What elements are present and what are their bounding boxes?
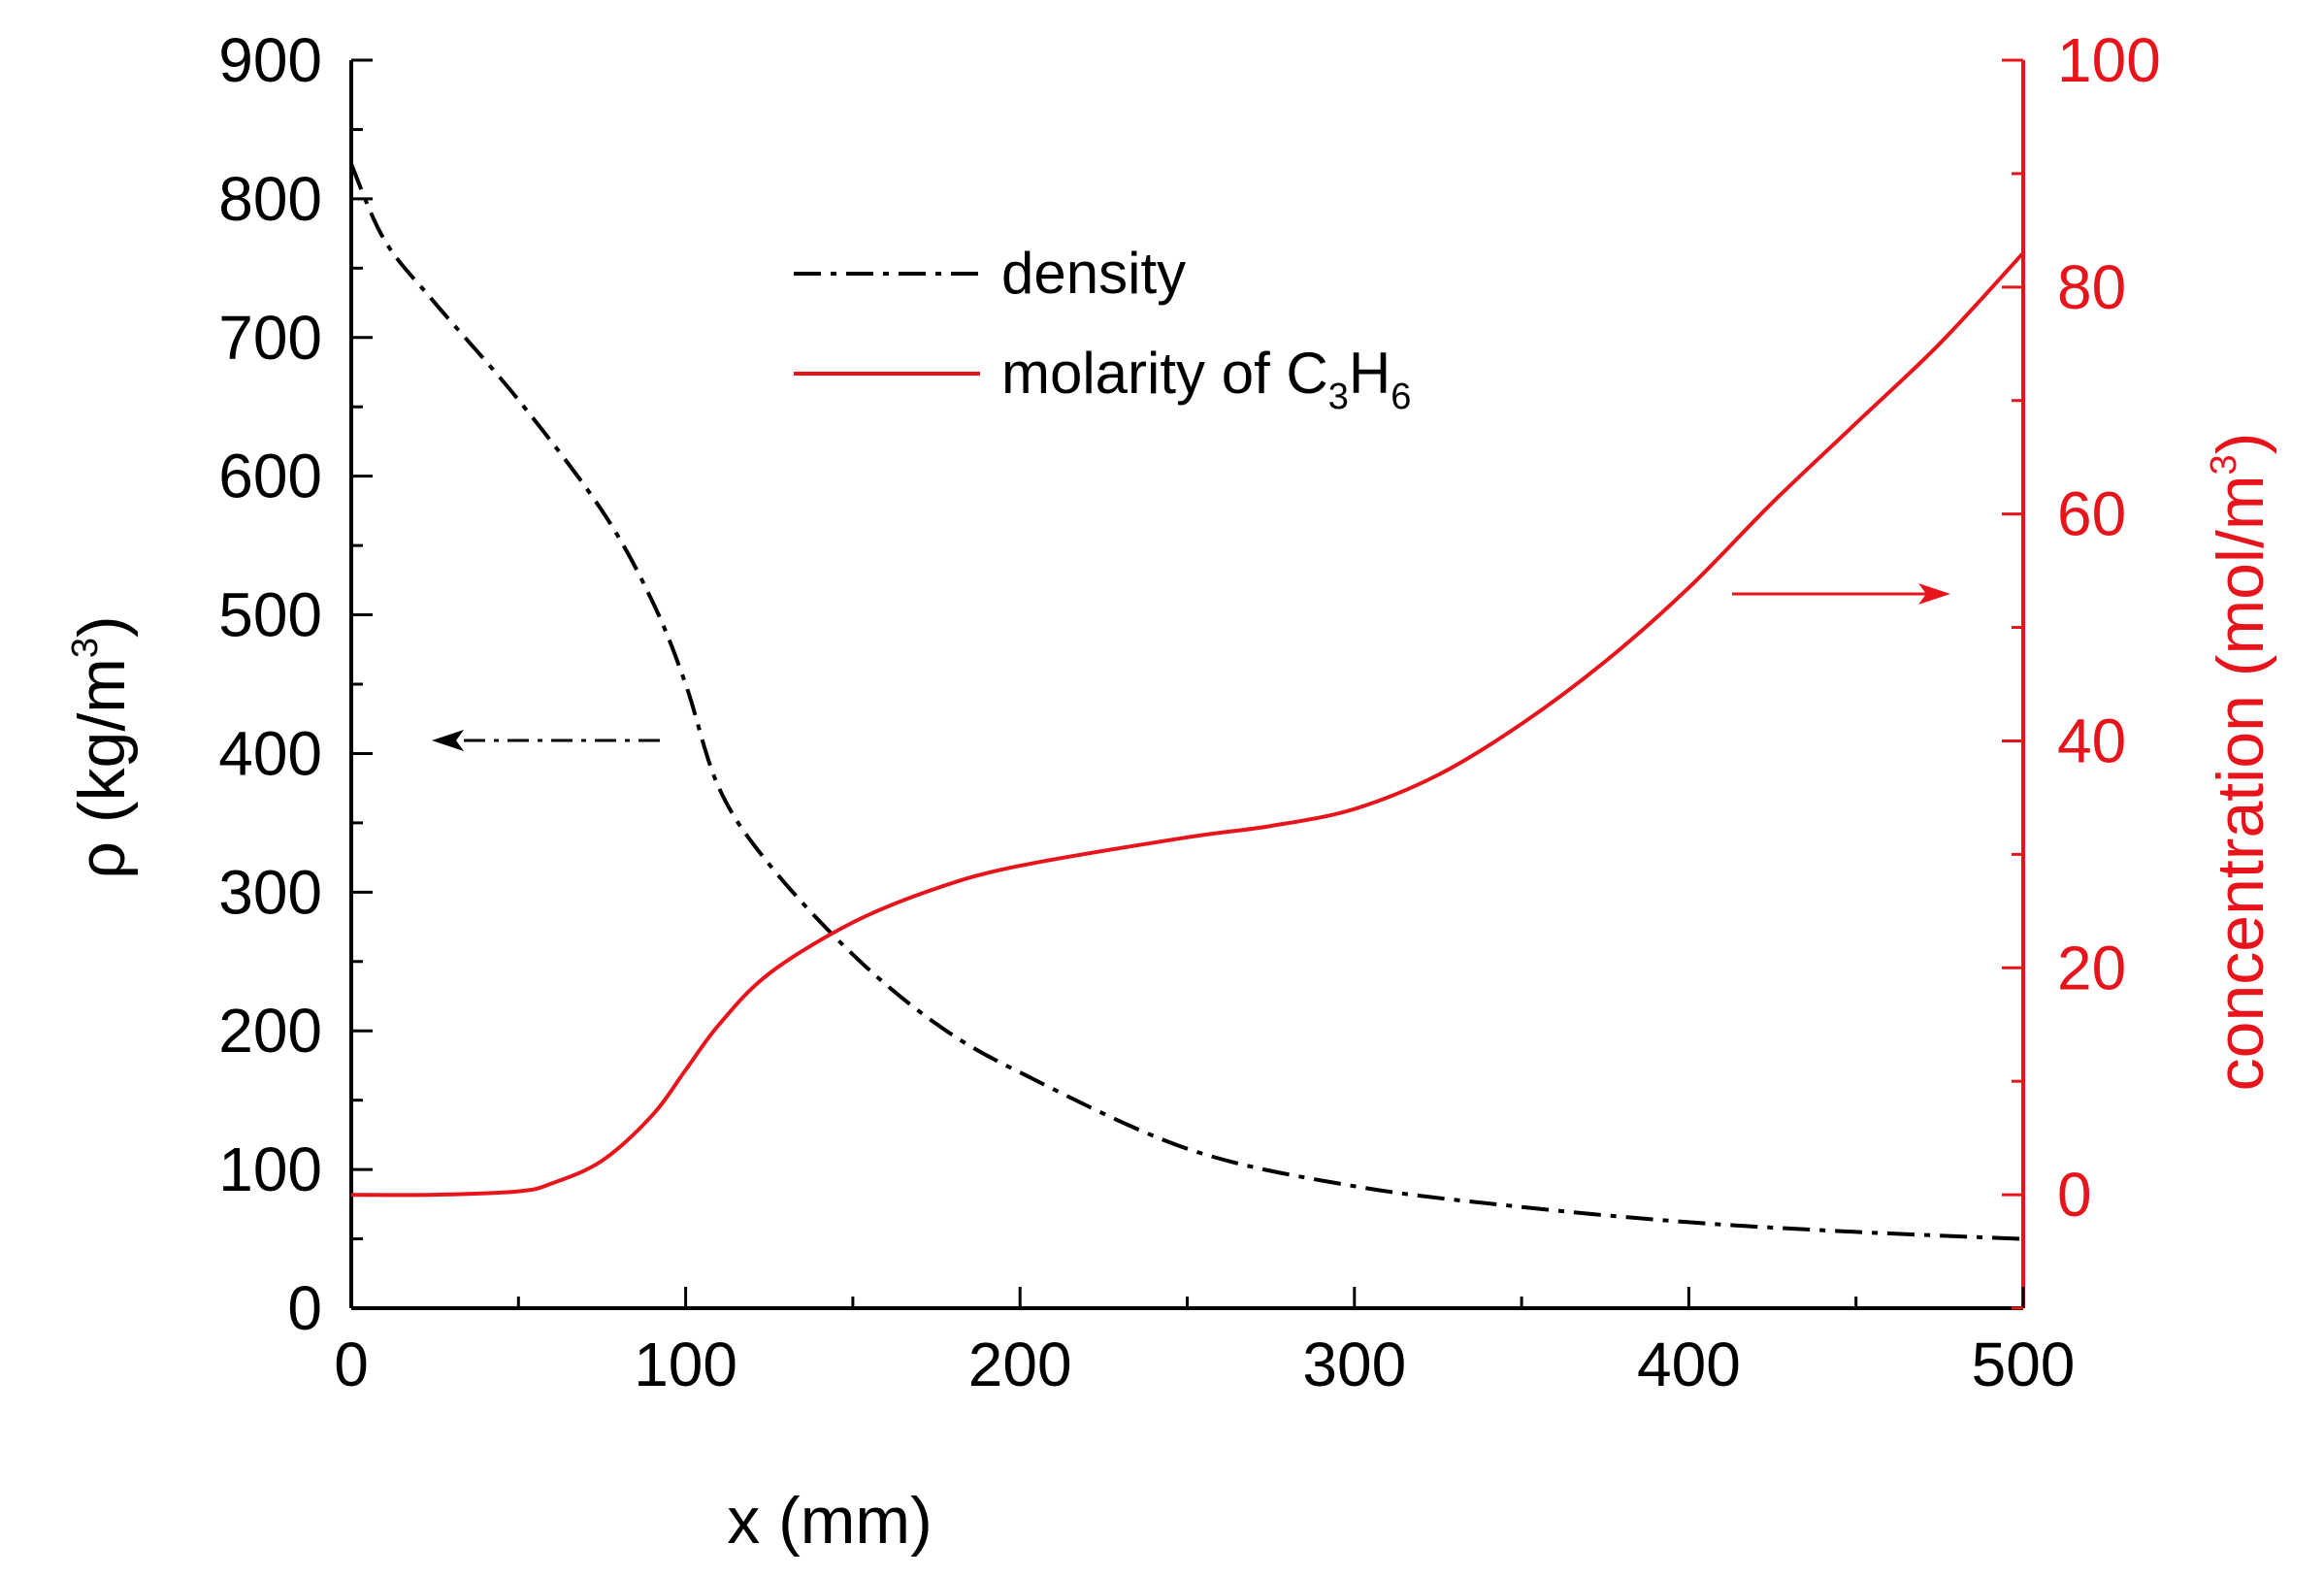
left-y-axis-title-sup: 3 — [65, 638, 106, 658]
x-axis-title: x (mm) — [727, 1484, 932, 1558]
left-y-axis-title-end: ) — [65, 615, 139, 638]
left-y-tick-label: 200 — [218, 996, 322, 1066]
molarity-series-line — [350, 251, 2025, 1198]
series-layer — [349, 163, 2025, 1241]
x-tick-label: 500 — [1972, 1330, 2076, 1399]
right-y-tick-label: 80 — [2057, 252, 2126, 322]
legend-density-label: density — [1001, 241, 1186, 306]
left-y-tick-label: 500 — [218, 580, 322, 650]
molarity-axis-arrow-head — [1918, 583, 1950, 605]
legend-molarity-label-main: molarity of C — [1001, 341, 1328, 406]
right-y-axis-title: concentration (mol/m3) — [2204, 433, 2277, 1092]
left-y-tick-label: 900 — [218, 25, 322, 95]
x-tick-label: 0 — [334, 1330, 369, 1399]
x-tick-label: 300 — [1302, 1330, 1406, 1399]
legend-molarity-label-mid: H — [1349, 341, 1391, 406]
legend-molarity-label: molarity of C3H6 — [1001, 341, 1411, 417]
right-y-tick-label: 60 — [2057, 479, 2126, 549]
tick-labels: 0 100 200 300 400 500010020030040050060070080… — [218, 25, 2161, 1399]
annotations — [432, 583, 1950, 751]
left-y-tick-label: 600 — [218, 442, 322, 511]
left-y-tick-label: 100 — [218, 1134, 322, 1204]
left-y-tick-label: 700 — [218, 303, 322, 373]
axis-ticks — [349, 58, 2025, 1310]
left-y-tick-label: 800 — [218, 164, 322, 234]
density-axis-arrow-head — [432, 730, 464, 751]
legend-molarity-label-sub2: 6 — [1391, 377, 1411, 417]
right-y-tick-label: 100 — [2057, 25, 2161, 95]
left-y-axis-title: ρ (kg/m3) — [65, 615, 139, 878]
right-y-tick-label: 40 — [2057, 706, 2126, 775]
right-y-axis-title-base: concentration (mol/m — [2204, 475, 2277, 1091]
left-y-axis-title-base: ρ (kg/m — [65, 658, 139, 879]
plot-frame — [349, 60, 2025, 1310]
left-y-tick-label: 400 — [218, 718, 322, 788]
right-y-tick-label: 0 — [2057, 1160, 2092, 1230]
density-series-line — [349, 163, 2024, 1241]
legend-molarity-label-sub1: 3 — [1328, 377, 1349, 417]
legend: density molarity of C3H6 — [794, 241, 1411, 417]
right-y-axis-title-sup: 3 — [2204, 454, 2244, 475]
x-tick-label: 400 — [1637, 1330, 1741, 1399]
left-y-tick-label: 300 — [218, 857, 322, 927]
right-y-axis-title-end: ) — [2204, 433, 2277, 455]
x-tick-label: 200 — [968, 1330, 1072, 1399]
right-y-tick-label: 20 — [2057, 933, 2126, 1002]
left-y-tick-label: 0 — [287, 1273, 322, 1343]
x-tick-label: 100 — [634, 1330, 737, 1399]
